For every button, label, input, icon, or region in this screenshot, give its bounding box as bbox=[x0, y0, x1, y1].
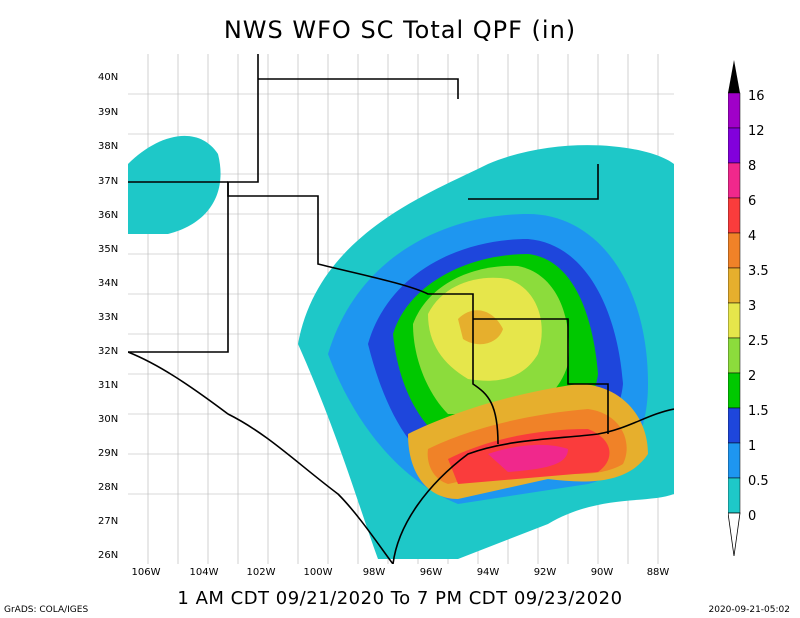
legend-bottom-arrow bbox=[728, 512, 741, 557]
legend-swatch bbox=[728, 407, 741, 444]
legend-swatch bbox=[728, 302, 741, 339]
legend-label: 16 bbox=[748, 89, 765, 104]
legend-swatch bbox=[728, 477, 741, 514]
legend-label: 3.5 bbox=[748, 264, 769, 279]
lon-label: 96W bbox=[419, 567, 443, 578]
color-legend bbox=[728, 60, 741, 557]
legend-label: 0.5 bbox=[748, 474, 769, 489]
legend-label: 0 bbox=[748, 509, 757, 524]
legend-label: 12 bbox=[748, 124, 765, 139]
lon-label: 90W bbox=[590, 567, 614, 578]
lat-label: 37N bbox=[98, 176, 119, 187]
legend-swatch bbox=[728, 197, 741, 234]
precip-map bbox=[128, 54, 674, 564]
legend-label: 1 bbox=[748, 439, 757, 454]
legend-label: 2 bbox=[748, 369, 757, 384]
legend-swatch bbox=[728, 442, 741, 479]
lon-label: 104W bbox=[189, 567, 219, 578]
legend-swatch bbox=[728, 127, 741, 164]
lat-label: 31N bbox=[98, 380, 119, 391]
legend-label: 1.5 bbox=[748, 404, 769, 419]
legend-swatch bbox=[728, 267, 741, 304]
lat-label: 33N bbox=[98, 312, 119, 323]
lat-label: 39N bbox=[98, 107, 119, 118]
legend-label: 2.5 bbox=[748, 334, 769, 349]
valid-period: 1 AM CDT 09/21/2020 To 7 PM CDT 09/23/20… bbox=[177, 588, 623, 609]
legend-swatch bbox=[728, 162, 741, 199]
map-title: NWS WFO SC Total QPF (in) bbox=[223, 16, 577, 44]
lat-label: 26N bbox=[98, 550, 119, 561]
lat-label: 35N bbox=[98, 244, 119, 255]
lon-label: 98W bbox=[362, 567, 386, 578]
legend-label: 8 bbox=[748, 159, 757, 174]
lon-label: 106W bbox=[131, 567, 161, 578]
legend-swatch bbox=[728, 337, 741, 374]
legend-swatch bbox=[728, 232, 741, 269]
lat-label: 32N bbox=[98, 346, 119, 357]
lon-label: 92W bbox=[533, 567, 557, 578]
lon-label: 88W bbox=[646, 567, 670, 578]
legend-swatch bbox=[728, 372, 741, 409]
lat-label: 30N bbox=[98, 414, 119, 425]
lat-label: 29N bbox=[98, 448, 119, 459]
lat-label: 38N bbox=[98, 141, 119, 152]
credit-text: GrADS: COLA/IGES bbox=[4, 605, 89, 615]
legend-top-arrow bbox=[728, 60, 740, 93]
legend-label: 6 bbox=[748, 194, 757, 209]
timestamp: 2020-09-21-05:02 bbox=[708, 605, 791, 615]
lat-label: 28N bbox=[98, 482, 119, 493]
lon-label: 94W bbox=[476, 567, 500, 578]
legend-label: 3 bbox=[748, 299, 757, 314]
lat-label: 40N bbox=[98, 72, 119, 83]
lat-label: 27N bbox=[98, 516, 119, 527]
lon-label: 100W bbox=[303, 567, 333, 578]
lat-label: 36N bbox=[98, 210, 119, 221]
legend-swatch bbox=[728, 92, 741, 129]
lon-label: 102W bbox=[246, 567, 276, 578]
lat-label: 34N bbox=[98, 278, 119, 289]
legend-label: 4 bbox=[748, 229, 757, 244]
